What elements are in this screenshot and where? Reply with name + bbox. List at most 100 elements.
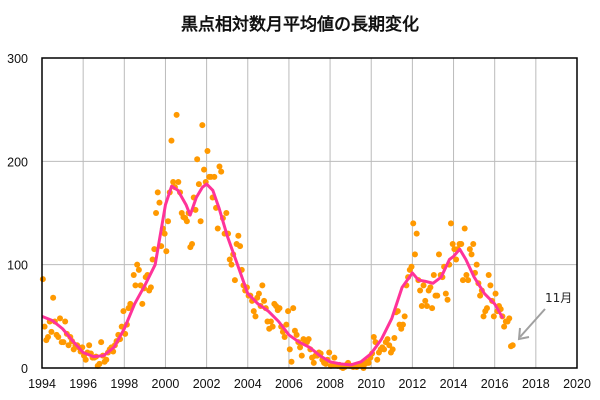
data-point xyxy=(509,342,516,349)
x-tick-label: 1998 xyxy=(110,377,138,391)
data-point xyxy=(411,251,418,258)
data-point xyxy=(370,334,377,340)
data-point xyxy=(156,199,163,206)
data-point xyxy=(293,331,300,338)
x-tick-label: 2018 xyxy=(522,377,550,391)
data-point xyxy=(259,282,266,289)
data-point xyxy=(485,272,492,278)
data-point xyxy=(39,276,46,283)
data-point xyxy=(98,339,105,346)
data-point xyxy=(50,294,57,301)
data-point xyxy=(96,360,103,367)
data-point xyxy=(189,241,196,247)
data-point xyxy=(427,284,434,291)
data-point xyxy=(151,246,158,253)
data-point xyxy=(226,256,233,263)
x-tick-label: 2020 xyxy=(563,377,591,391)
data-point xyxy=(139,300,146,307)
data-point xyxy=(310,359,317,366)
data-point xyxy=(170,179,177,185)
monthly-points xyxy=(39,111,516,371)
data-point xyxy=(175,179,182,185)
plot-border xyxy=(41,57,578,369)
data-point xyxy=(161,230,168,237)
x-tick-label: 2002 xyxy=(193,377,221,391)
annotation-label: 11月 xyxy=(545,291,572,305)
data-point xyxy=(386,342,393,349)
data-point xyxy=(199,122,206,129)
data-point xyxy=(470,241,477,247)
data-point xyxy=(399,321,406,328)
data-point xyxy=(285,308,292,315)
data-point xyxy=(444,296,451,303)
data-point xyxy=(434,292,441,299)
data-point xyxy=(410,220,417,227)
data-point xyxy=(477,292,484,299)
data-point xyxy=(204,148,211,154)
data-point xyxy=(153,210,160,216)
data-point xyxy=(453,256,460,263)
smoothed-line xyxy=(41,182,505,367)
data-point xyxy=(214,225,221,232)
data-point xyxy=(447,220,454,227)
data-point xyxy=(41,323,48,330)
data-point xyxy=(468,251,475,258)
chart-title: 黒点相対数月平均値の長期変化 xyxy=(181,14,419,35)
data-point xyxy=(197,218,204,225)
data-point xyxy=(408,263,415,270)
data-point xyxy=(48,328,55,335)
x-tick-label: 2000 xyxy=(152,377,180,391)
data-point xyxy=(55,334,62,340)
data-point xyxy=(173,111,180,118)
data-point xyxy=(490,313,497,320)
data-point xyxy=(461,225,468,232)
data-point xyxy=(163,248,170,255)
data-point xyxy=(130,272,137,278)
x-tick-label: 2010 xyxy=(357,377,385,391)
data-point xyxy=(62,318,69,325)
data-point xyxy=(430,272,437,278)
data-point xyxy=(86,342,93,349)
data-point xyxy=(183,218,190,225)
data-point xyxy=(365,359,372,366)
data-point xyxy=(65,342,72,349)
x-tick-label: 1994 xyxy=(28,377,56,391)
data-point xyxy=(459,277,466,284)
data-point xyxy=(269,323,276,330)
data-point xyxy=(255,290,262,297)
data-point xyxy=(442,290,449,297)
axis-ticks: 1994 1996 1998 2000 2002 2004 2006 2008 2010 2012… xyxy=(7,52,591,391)
data-point xyxy=(57,315,64,322)
data-point xyxy=(237,243,244,250)
x-tick-label: 1996 xyxy=(69,377,97,391)
data-point xyxy=(201,166,208,173)
data-point xyxy=(483,305,490,312)
data-point xyxy=(297,344,304,351)
data-point xyxy=(147,284,154,291)
data-point xyxy=(326,349,333,356)
data-point xyxy=(423,303,430,309)
data-point xyxy=(223,210,230,216)
x-tick-label: 2012 xyxy=(398,377,426,391)
data-point xyxy=(228,261,235,268)
data-point xyxy=(331,354,338,361)
data-point xyxy=(132,282,139,289)
x-tick-label: 2006 xyxy=(275,377,303,391)
annotation-arrow xyxy=(517,308,546,341)
data-point xyxy=(286,346,293,353)
data-point xyxy=(103,356,110,363)
data-point xyxy=(480,313,487,320)
data-point xyxy=(492,290,499,297)
data-point xyxy=(135,266,142,273)
data-point xyxy=(381,346,388,353)
y-tick-label: 200 xyxy=(7,155,28,169)
data-point xyxy=(283,321,290,328)
data-point xyxy=(211,173,218,180)
x-tick-label: 2004 xyxy=(234,377,262,391)
data-point xyxy=(458,241,465,247)
data-point xyxy=(60,339,67,346)
data-point xyxy=(374,356,381,363)
data-point xyxy=(384,336,391,343)
data-point xyxy=(120,308,127,315)
data-point xyxy=(501,323,508,330)
